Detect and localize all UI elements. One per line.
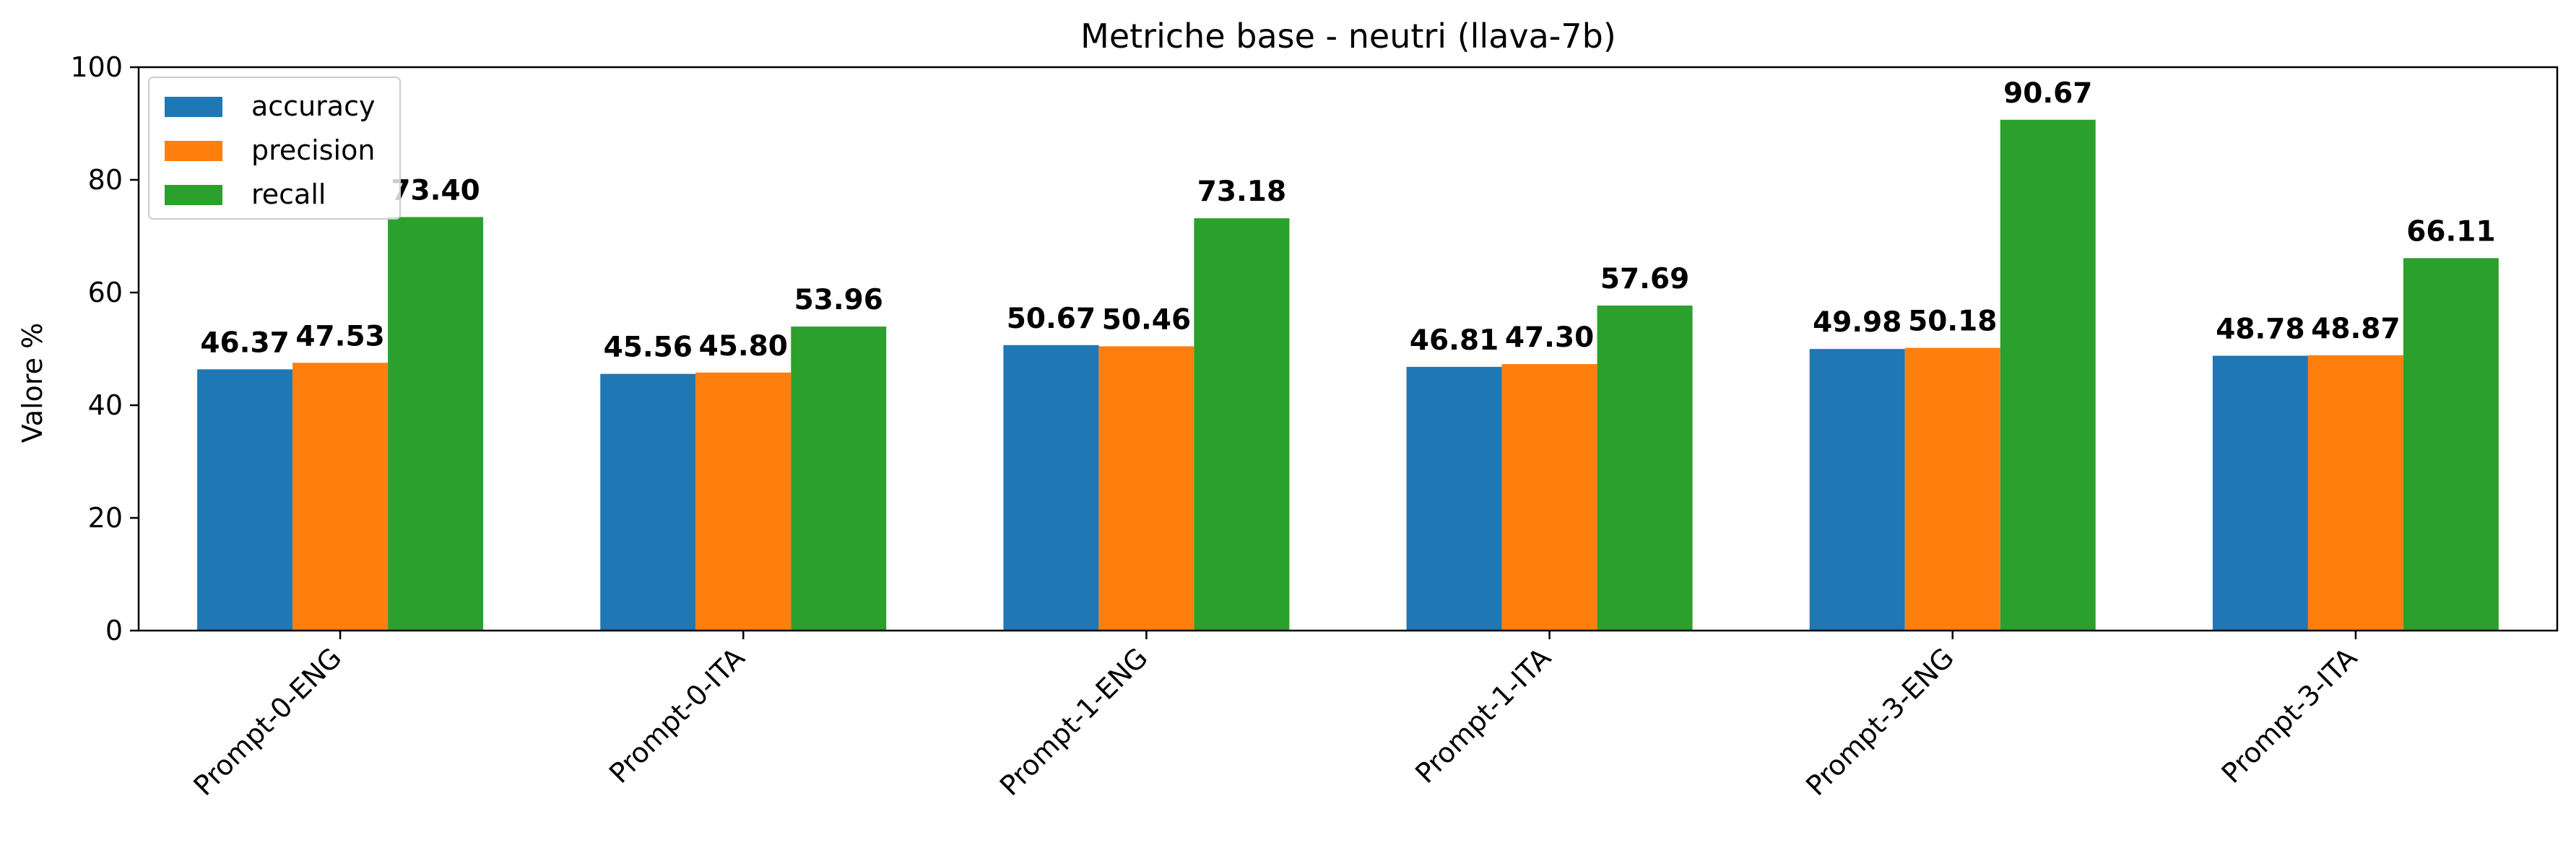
bar-precision: [2307, 355, 2403, 631]
legend-swatch-recall: [165, 185, 222, 205]
bars-layer: [197, 119, 2499, 631]
chart-title: Metriche base - neutri (llava-7b): [1080, 17, 1616, 56]
y-tick-label: 0: [105, 615, 123, 646]
bar-accuracy: [1406, 366, 1502, 631]
bar-accuracy: [600, 373, 696, 631]
legend-swatch-accuracy: [165, 97, 222, 117]
legend-label-precision: precision: [251, 134, 375, 166]
bar-value-label: 49.98: [1813, 306, 1901, 339]
bar-value-label: 47.30: [1505, 321, 1594, 354]
legend-swatch-precision: [165, 141, 222, 161]
bar-recall: [1194, 218, 1290, 631]
bar-value-label: 45.80: [699, 330, 788, 363]
bar-value-label: 73.40: [391, 174, 480, 207]
y-axis-label: Valore %: [17, 323, 48, 444]
x-tick-label: Prompt-0-ENG: [188, 641, 348, 802]
bar-recall: [791, 326, 887, 631]
bar-precision: [1098, 346, 1194, 631]
y-tick-label: 80: [88, 164, 123, 196]
bar-accuracy: [197, 369, 293, 631]
plot-frame: [137, 66, 2559, 632]
bar-value-label: 47.53: [295, 320, 384, 352]
x-tick-label: Prompt-1-ENG: [994, 641, 1154, 802]
x-tick-label: Prompt-1-ITA: [1409, 641, 1557, 789]
bar-value-label: 48.78: [2216, 313, 2304, 346]
bar-value-label: 57.69: [1600, 263, 1689, 295]
bar-value-label: 73.18: [1197, 176, 1286, 208]
bar-precision: [1501, 364, 1597, 631]
x-tick-label: Prompt-3-ENG: [1800, 641, 1960, 802]
bar-recall: [388, 217, 484, 631]
bar-accuracy: [1003, 345, 1099, 631]
bar-recall: [2403, 258, 2499, 631]
bar-value-label: 45.56: [604, 332, 693, 364]
y-tick-label: 100: [70, 51, 123, 83]
bar-precision: [292, 363, 389, 631]
y-tick-label: 60: [88, 277, 123, 308]
bar-recall: [1597, 306, 1693, 631]
x-axis: Prompt-0-ENG Prompt-0-ITA Prompt-1-ENG Prom…: [188, 631, 2364, 802]
bar-precision: [695, 372, 792, 631]
bar-value-label: 50.18: [1908, 306, 1997, 338]
y-tick-label: 40: [88, 389, 123, 421]
legend-label-accuracy: accuracy: [251, 90, 375, 122]
bar-recall: [2000, 119, 2096, 631]
bar-value-label: 46.81: [1410, 324, 1499, 357]
bar-precision: [1904, 347, 2000, 631]
bar-value-label: 66.11: [2406, 215, 2495, 248]
bar-value-label: 46.37: [200, 326, 289, 359]
bar-accuracy: [2212, 355, 2308, 631]
x-tick-label: Prompt-3-ITA: [2216, 641, 2364, 789]
legend: accuracy precision recall: [148, 77, 401, 220]
bar-value-label: 53.96: [794, 284, 883, 316]
bar-value-label: 90.67: [2003, 77, 2092, 110]
bar-value-label: 50.46: [1102, 303, 1191, 336]
bar-value-label: 50.67: [1007, 303, 1096, 335]
y-tick-label: 20: [88, 502, 123, 534]
bar-accuracy: [1809, 349, 1905, 631]
x-tick-label: Prompt-0-ITA: [603, 641, 751, 789]
bar-value-label: 48.87: [2311, 313, 2400, 345]
legend-label-recall: recall: [251, 178, 326, 210]
y-axis: 0 20 40 60 80 100: [70, 51, 139, 646]
